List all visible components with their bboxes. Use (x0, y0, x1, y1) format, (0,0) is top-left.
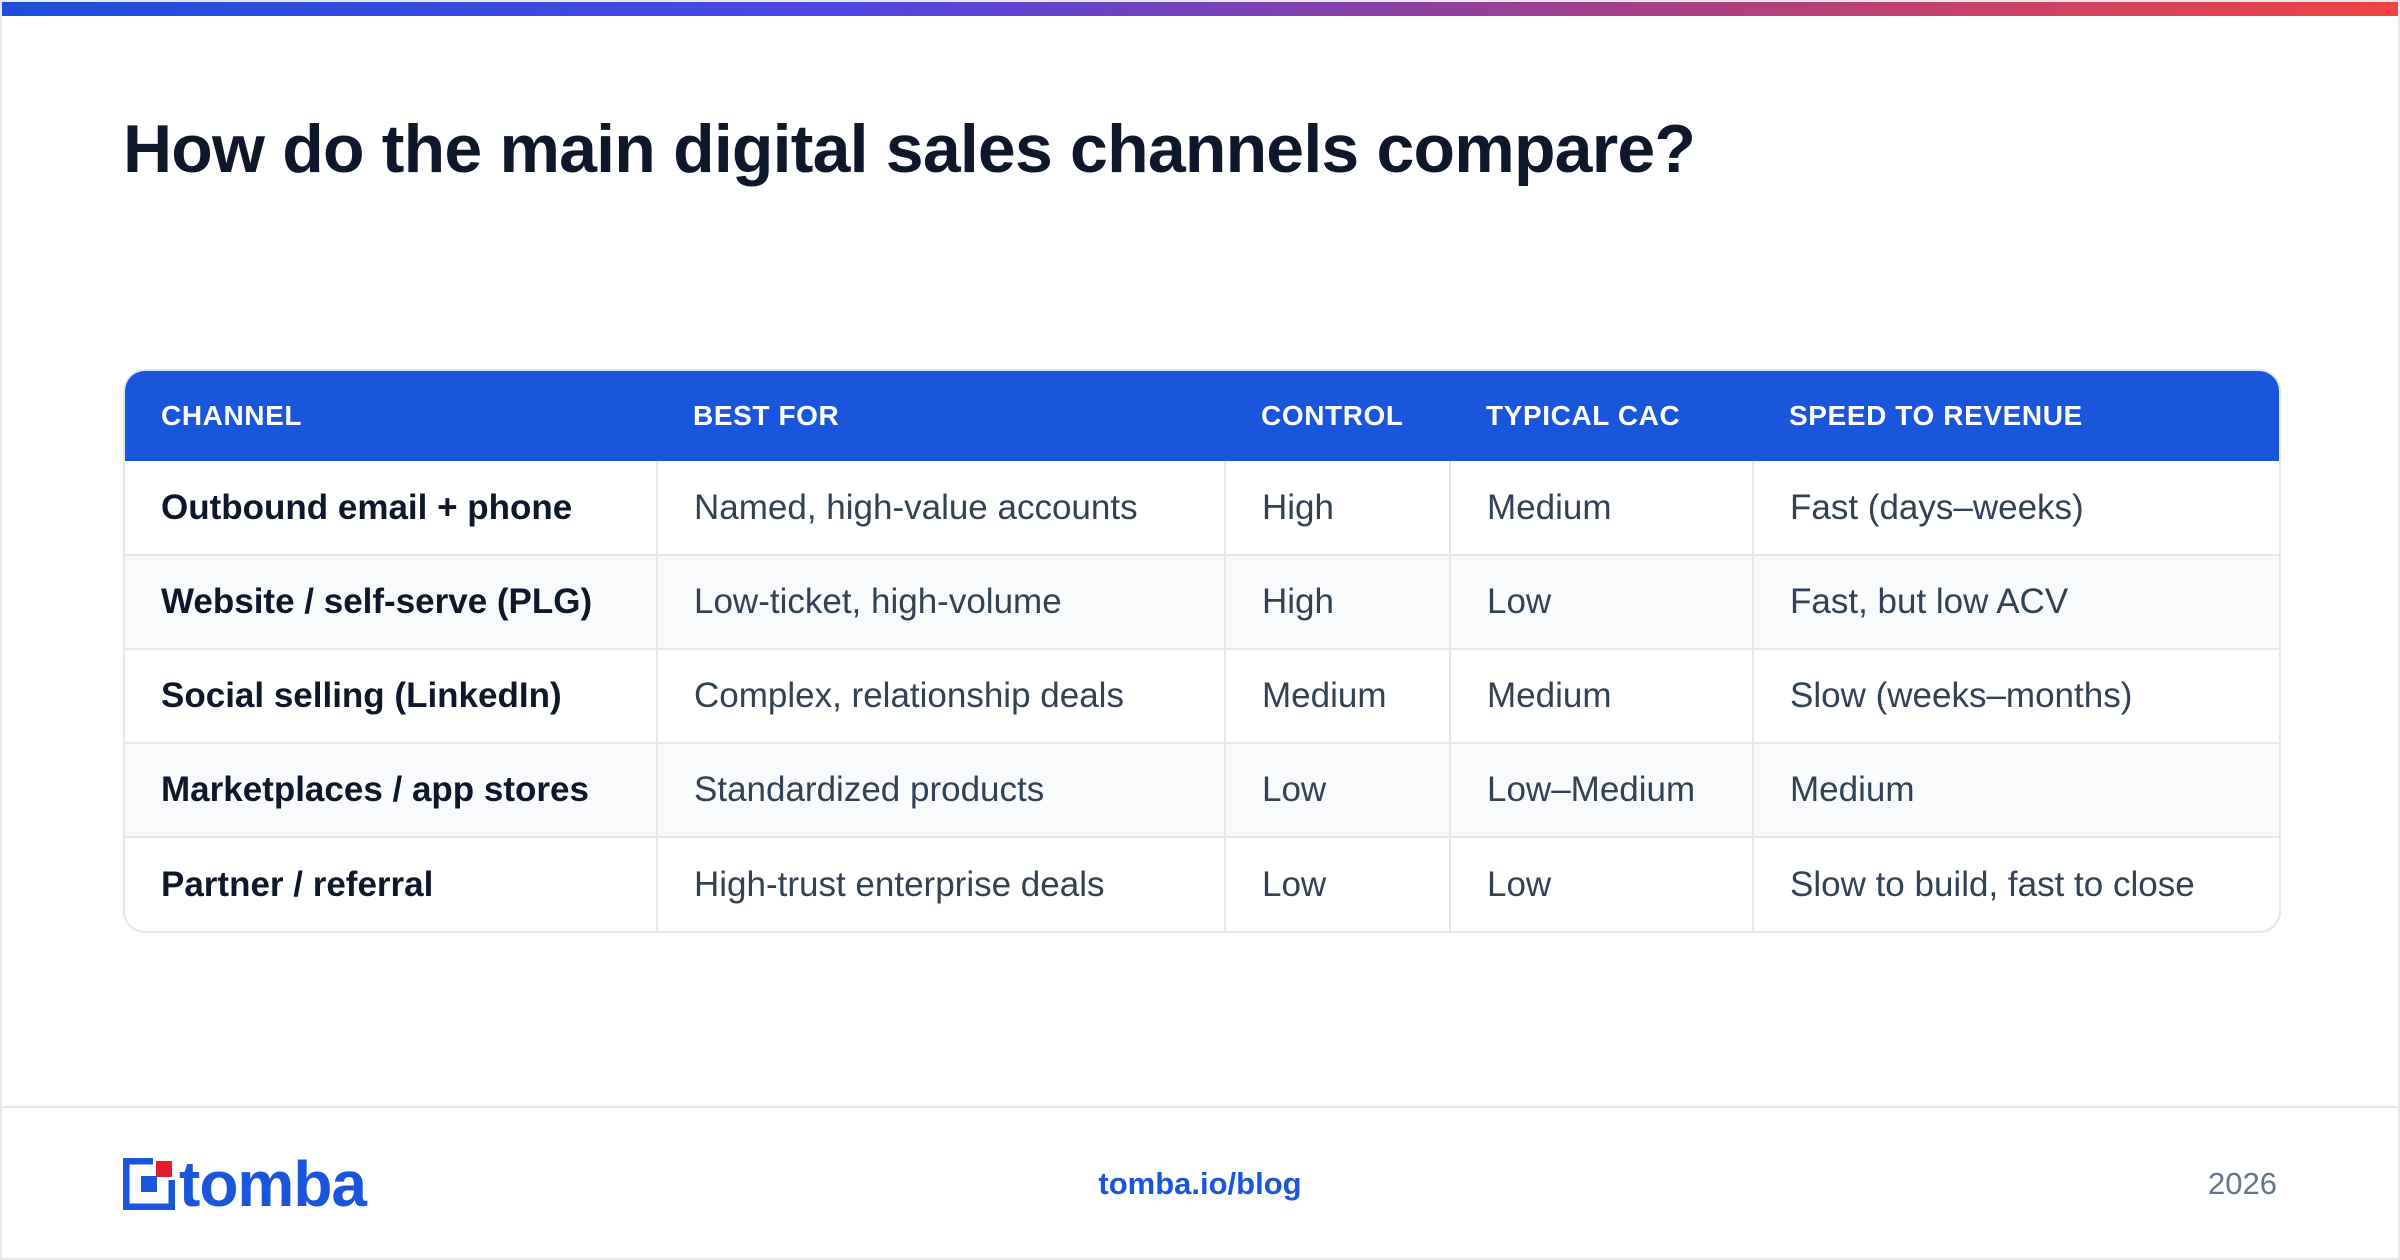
cell-channel: Social selling (LinkedIn) (125, 648, 657, 743)
cell-best-for: Standardized products (656, 742, 1225, 837)
logo-wordmark: tomba (179, 1148, 367, 1220)
cell-channel: Website / self-serve (PLG) (125, 554, 657, 649)
cell-channel: Partner / referral (125, 836, 657, 931)
footer-year: 2026 (2208, 1166, 2277, 1201)
blog-link[interactable]: tomba.io/blog (1098, 1166, 1302, 1201)
comparison-table: CHANNEL BEST FOR CONTROL TYPICAL CAC SPE… (125, 371, 2279, 931)
cell-typical-cac: Low (1449, 836, 1753, 931)
cell-control: Low (1224, 836, 1450, 931)
tomba-logo[interactable]: tomba (123, 1148, 367, 1220)
cell-channel: Marketplaces / app stores (125, 742, 657, 837)
table-body: Outbound email + phone Named, high-value… (125, 461, 2279, 931)
cell-speed-to-revenue: Medium (1752, 742, 2279, 837)
gradient-top-bar (2, 2, 2398, 16)
cell-control: Medium (1224, 648, 1450, 743)
page-title: How do the main digital sales channels c… (123, 111, 1696, 187)
cell-best-for: Low-ticket, high-volume (656, 554, 1225, 649)
table-row: Social selling (LinkedIn) Complex, relat… (125, 648, 2279, 743)
tomba-logo-icon (123, 1158, 175, 1210)
table-row: Outbound email + phone Named, high-value… (125, 461, 2279, 555)
cell-speed-to-revenue: Fast (days–weeks) (1752, 461, 2279, 555)
table-row: Marketplaces / app stores Standardized p… (125, 742, 2279, 837)
comparison-table-container: CHANNEL BEST FOR CONTROL TYPICAL CAC SPE… (123, 369, 2281, 933)
table-row: Partner / referral High-trust enterprise… (125, 836, 2279, 931)
header-speed-to-revenue: SPEED TO REVENUE (1789, 400, 2083, 431)
table-header-row: CHANNEL BEST FOR CONTROL TYPICAL CAC SPE… (125, 371, 2279, 461)
header-channel: CHANNEL (161, 400, 303, 431)
cell-typical-cac: Low–Medium (1449, 742, 1753, 837)
cell-best-for: High-trust enterprise deals (656, 836, 1225, 931)
cell-channel: Outbound email + phone (161, 487, 573, 527)
cell-speed-to-revenue: Slow to build, fast to close (1752, 836, 2279, 931)
header-typical-cac: TYPICAL CAC (1486, 400, 1681, 431)
cell-control: Low (1224, 742, 1450, 837)
cell-typical-cac: Medium (1449, 648, 1753, 743)
cell-control: High (1224, 461, 1450, 555)
table-row: Website / self-serve (PLG) Low-ticket, h… (125, 554, 2279, 649)
cell-typical-cac: Medium (1449, 461, 1753, 555)
footer: tomba tomba.io/blog 2026 (2, 1106, 2398, 1258)
cell-control: High (1224, 554, 1450, 649)
cell-typical-cac: Low (1449, 554, 1753, 649)
cell-speed-to-revenue: Slow (weeks–months) (1752, 648, 2279, 743)
cell-speed-to-revenue: Fast, but low ACV (1752, 554, 2279, 649)
cell-best-for: Complex, relationship deals (656, 648, 1225, 743)
table-header: CHANNEL BEST FOR CONTROL TYPICAL CAC SPE… (125, 371, 2279, 461)
cell-best-for: Named, high-value accounts (656, 461, 1225, 555)
header-best-for: BEST FOR (693, 400, 840, 431)
header-control: CONTROL (1261, 400, 1404, 431)
